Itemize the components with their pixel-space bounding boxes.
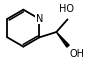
Polygon shape bbox=[56, 32, 69, 47]
Text: HO: HO bbox=[59, 4, 74, 14]
Text: N: N bbox=[36, 14, 43, 24]
Text: OH: OH bbox=[70, 49, 85, 59]
